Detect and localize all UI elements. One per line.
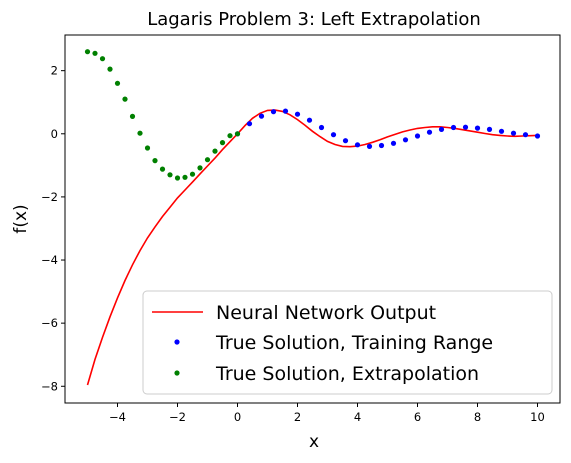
x-axis-label: x xyxy=(309,432,319,452)
extrapolation-point xyxy=(152,158,158,164)
training-point xyxy=(462,124,469,130)
extrapolation-point xyxy=(114,80,121,86)
x-tick-label: −2 xyxy=(169,410,186,424)
training-point xyxy=(450,124,457,131)
legend-label-extrapolation: True Solution, Extrapolation xyxy=(215,363,479,385)
extrapolation-point xyxy=(144,145,151,151)
y-tick-label: −2 xyxy=(41,190,58,204)
training-point xyxy=(498,128,505,134)
extrapolation-point xyxy=(234,131,241,137)
series-line-network-output xyxy=(86,109,538,386)
extrapolation-point xyxy=(204,157,211,163)
training-point xyxy=(258,113,265,119)
x-tick-label: 6 xyxy=(414,410,421,424)
extrapolation-point xyxy=(189,171,196,177)
extrapolation-point xyxy=(167,172,173,178)
extrapolation-point xyxy=(129,113,136,119)
x-tick-label: −4 xyxy=(109,410,126,424)
y-axis-label: f(x) xyxy=(11,204,31,233)
training-point xyxy=(294,111,301,117)
x-tick-label: 10 xyxy=(530,410,545,424)
y-tick-label: 2 xyxy=(51,64,58,78)
training-point xyxy=(510,130,517,136)
training-point xyxy=(438,126,445,132)
training-point xyxy=(486,126,493,132)
extrapolation-point xyxy=(219,140,226,146)
legend: Neural Network Output True Solution, Tra… xyxy=(142,290,553,395)
training-point xyxy=(246,121,253,127)
extrapolation-point xyxy=(174,175,181,181)
extrapolation-point xyxy=(84,49,91,55)
extrapolation-point xyxy=(197,165,203,171)
training-point xyxy=(342,138,349,144)
training-point xyxy=(330,132,337,138)
chart-title: Lagaris Problem 3: Left Extrapolation xyxy=(147,9,481,30)
training-point xyxy=(390,140,397,146)
y-tick-label: 0 xyxy=(51,127,58,141)
training-point xyxy=(474,125,481,131)
training-point xyxy=(270,109,277,115)
x-axis-ticks: −4 −2 0 2 4 6 8 10 xyxy=(109,403,545,424)
legend-swatch-training-range xyxy=(174,339,180,345)
y-axis-ticks: −8 −6 −4 −2 0 2 xyxy=(41,64,65,393)
data-marks xyxy=(84,49,541,386)
training-point xyxy=(414,133,421,139)
extrapolation-point xyxy=(107,66,113,72)
x-tick-label: 0 xyxy=(234,410,241,424)
training-point xyxy=(354,142,361,148)
y-tick-label: −6 xyxy=(41,316,58,330)
extrapolation-point xyxy=(122,96,128,102)
extrapolation-point xyxy=(92,50,98,56)
extrapolation-point xyxy=(182,174,188,180)
legend-label-training-range: True Solution, Training Range xyxy=(215,332,493,354)
x-tick-label: 2 xyxy=(294,410,301,424)
y-tick-label: −4 xyxy=(41,253,58,267)
x-tick-label: 4 xyxy=(354,410,361,424)
training-point xyxy=(306,117,313,123)
legend-label-network-output: Neural Network Output xyxy=(216,302,436,324)
extrapolation-point xyxy=(99,56,106,62)
extrapolation-point xyxy=(159,166,166,172)
training-point xyxy=(366,143,373,149)
x-tick-label: 8 xyxy=(474,410,481,424)
training-point xyxy=(534,133,541,139)
training-point xyxy=(402,137,409,143)
training-point xyxy=(282,108,289,114)
training-point xyxy=(522,132,529,138)
legend-box xyxy=(142,290,553,395)
plot-frame xyxy=(64,34,561,404)
extrapolation-point xyxy=(227,133,233,139)
extrapolation-point xyxy=(137,130,143,136)
y-tick-label: −8 xyxy=(41,379,58,393)
training-point xyxy=(426,129,433,135)
training-point xyxy=(318,124,325,131)
legend-swatch-extrapolation xyxy=(174,370,180,376)
training-point xyxy=(378,142,385,149)
extrapolation-point xyxy=(212,148,218,154)
